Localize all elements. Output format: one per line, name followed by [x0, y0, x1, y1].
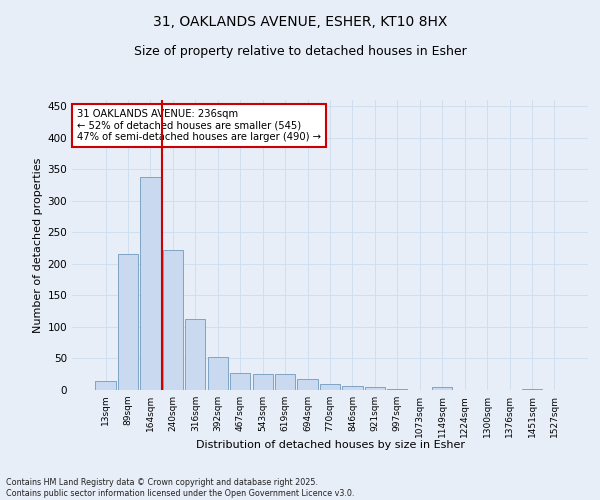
Bar: [343, 386, 362, 390]
X-axis label: Distribution of detached houses by size in Esher: Distribution of detached houses by size …: [196, 440, 464, 450]
Bar: [163, 250, 183, 390]
Text: 31, OAKLANDS AVENUE, ESHER, KT10 8HX: 31, OAKLANDS AVENUE, ESHER, KT10 8HX: [153, 15, 447, 29]
Bar: [522, 388, 542, 390]
Bar: [432, 388, 452, 390]
Text: Contains HM Land Registry data © Crown copyright and database right 2025.
Contai: Contains HM Land Registry data © Crown c…: [6, 478, 355, 498]
Bar: [118, 254, 138, 390]
Bar: [387, 388, 407, 390]
Bar: [275, 374, 295, 390]
Bar: [230, 373, 250, 390]
Bar: [95, 380, 116, 390]
Text: Size of property relative to detached houses in Esher: Size of property relative to detached ho…: [134, 45, 466, 58]
Text: 31 OAKLANDS AVENUE: 236sqm
← 52% of detached houses are smaller (545)
47% of sem: 31 OAKLANDS AVENUE: 236sqm ← 52% of deta…: [77, 108, 321, 142]
Bar: [253, 374, 273, 390]
Bar: [208, 356, 228, 390]
Bar: [320, 384, 340, 390]
Bar: [140, 177, 161, 390]
Bar: [365, 387, 385, 390]
Y-axis label: Number of detached properties: Number of detached properties: [33, 158, 43, 332]
Bar: [185, 319, 205, 390]
Bar: [298, 378, 317, 390]
